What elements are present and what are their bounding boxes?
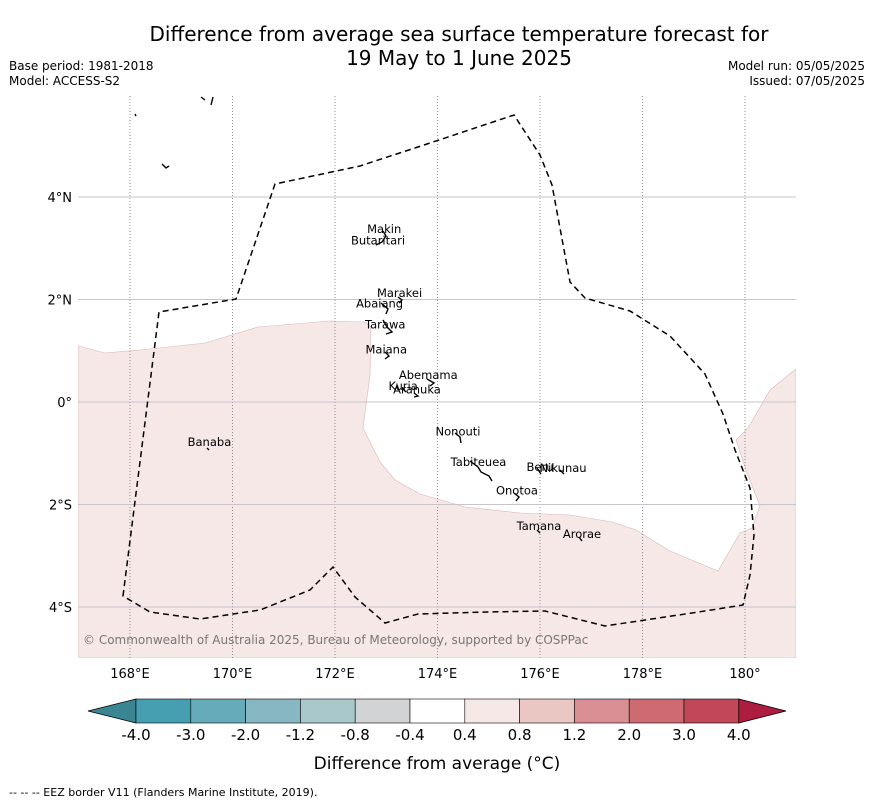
island-label: Marakei	[377, 286, 422, 300]
island-outline-nonouti	[454, 432, 462, 444]
colorbar-tick-label: 0.8	[508, 726, 532, 744]
meta-right: Model run: 05/05/2025 Issued: 07/05/2025	[728, 59, 865, 89]
island-label: Kuria	[389, 379, 418, 393]
colorbar-tick-label: -2.0	[231, 726, 260, 744]
island-label: Beru	[527, 460, 554, 474]
island-label: Nonouti	[436, 424, 481, 438]
lon-tick-label: 178°E	[623, 667, 663, 682]
island-label: Abaiang	[356, 297, 403, 311]
colorbar-bin	[245, 698, 301, 724]
graticule	[78, 96, 796, 658]
island-label: Tarawa	[364, 318, 405, 332]
map-title: Difference from average sea surface temp…	[0, 22, 873, 70]
island-label: Onotoa	[496, 483, 538, 497]
colorbar-label: Difference from average (°C)	[314, 754, 561, 774]
colorbar-extend-high	[738, 698, 787, 724]
colorbar-tick-label: -1.2	[286, 726, 315, 744]
longitude-ticks: 168°E 170°E 172°E 174°E 176°E 178°E 180°	[110, 667, 760, 682]
colorbar-extend-low	[87, 698, 137, 724]
lat-tick-label: 4°N	[48, 191, 73, 206]
colorbar-bin	[409, 698, 466, 724]
lat-tick-label: 2°N	[48, 294, 73, 309]
island-outline-onotoa	[513, 492, 520, 502]
colorbar-bin	[574, 698, 630, 724]
island-outline-north-1	[200, 96, 206, 101]
island-label: Banaba	[188, 435, 232, 449]
island-label: Tabiteuea	[450, 455, 507, 469]
lon-tick-label: 176°E	[520, 667, 560, 682]
island-outline-makin	[375, 230, 387, 246]
colorbar-bin	[519, 698, 575, 724]
island-label: Tamana	[516, 519, 562, 533]
island-label: Aranuka	[393, 382, 441, 396]
colorbar-bin	[190, 698, 246, 724]
island-label: Arorae	[563, 527, 601, 541]
meta-left: Base period: 1981-2018 Model: ACCESS-S2	[9, 59, 154, 89]
colorbar-tick-label: 4.0	[727, 726, 751, 744]
island-label: Butaritari	[351, 234, 405, 248]
colorbar-tick-label: 1.2	[562, 726, 586, 744]
colorbar-bin	[628, 698, 685, 724]
colorbar-tick-label: -3.0	[176, 726, 205, 744]
lat-tick-label: 2°S	[49, 499, 72, 514]
title-line-1: Difference from average sea surface temp…	[149, 22, 769, 46]
island-label: Makin	[367, 222, 401, 236]
colorbar-tick-label: 3.0	[672, 726, 696, 744]
island-label: Abemama	[399, 368, 458, 382]
anomaly-region-west	[78, 320, 796, 658]
colorbar-bin	[135, 698, 192, 724]
lon-tick-label: 174°E	[418, 667, 458, 682]
island-outline-nikunau	[559, 469, 565, 475]
base-period: Base period: 1981-2018	[9, 59, 154, 73]
island-outline-tarawa	[382, 319, 394, 335]
island-outline-north-3	[134, 113, 137, 117]
colorbar-tick-label: 0.4	[453, 726, 477, 744]
colorbar-bin	[354, 698, 411, 724]
colorbar-bin	[300, 698, 356, 724]
model-name: Model: ACCESS-S2	[9, 74, 121, 88]
issued-date: Issued: 07/05/2025	[749, 74, 865, 88]
colorbar: -4.0 -3.0 -2.0 -1.2 -0.8 -0.4 0.4 0.8 1.2 2.0 3.0 4…	[87, 698, 787, 744]
lon-tick-label: 170°E	[213, 667, 253, 682]
lon-tick-label: 180°	[729, 667, 760, 682]
island-outline-kuria	[402, 388, 407, 393]
lon-tick-label: 168°E	[110, 667, 150, 682]
island-label: Maiana	[365, 342, 407, 356]
island-label: Nikunau	[540, 461, 587, 475]
colorbar-tick-label: -0.4	[395, 726, 424, 744]
island-outline-aranuka	[413, 392, 420, 398]
island-outline-abemama	[426, 378, 436, 387]
island-outline-maiana	[384, 351, 391, 360]
title-line-2: 19 May to 1 June 2025	[346, 46, 572, 70]
colorbar-bin	[464, 698, 520, 724]
island-outline-marakei	[397, 296, 404, 304]
colorbar-tick-label: -0.8	[341, 726, 370, 744]
island-outline-beru	[536, 467, 542, 475]
eez-footnote: -- -- -- EEZ border V11 (Flanders Marine…	[9, 786, 318, 799]
colorbar-tick-label: -4.0	[121, 726, 150, 744]
island-outline-north-2	[210, 96, 214, 106]
copyright-note: © Commonwealth of Australia 2025, Bureau…	[83, 633, 588, 647]
eez-border	[122, 114, 755, 627]
lon-tick-label: 172°E	[315, 667, 355, 682]
island-outline-banaba	[206, 447, 210, 451]
lat-tick-label: 4°S	[49, 601, 72, 616]
colorbar-tick-label: 2.0	[617, 726, 641, 744]
latitude-ticks: 4°N 2°N 0° 2°S 4°S	[48, 191, 73, 616]
colorbar-bin	[683, 698, 740, 724]
model-run: Model run: 05/05/2025	[727, 59, 865, 73]
island-outline-north-4	[161, 163, 170, 169]
island-outline-abaiang	[380, 302, 389, 315]
lat-tick-label: 0°	[57, 396, 72, 411]
island-outline-arorae	[578, 536, 583, 542]
island-outline-tamana	[536, 529, 541, 534]
island-outline-tabiteuea	[469, 460, 493, 482]
island-shapes	[134, 96, 583, 542]
